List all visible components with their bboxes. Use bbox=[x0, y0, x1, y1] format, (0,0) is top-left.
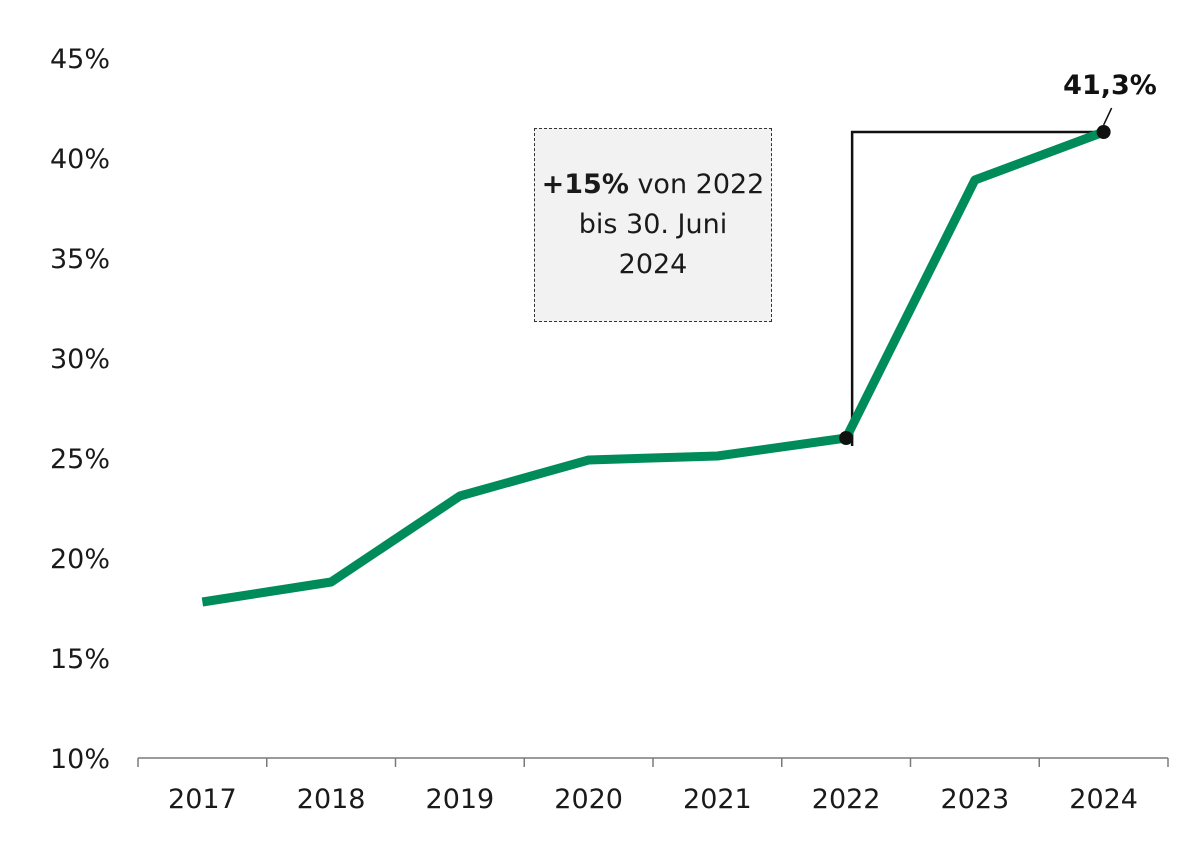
y-tick-label: 40% bbox=[50, 144, 110, 175]
change-bracket bbox=[850, 130, 1104, 446]
y-tick-label: 10% bbox=[50, 744, 110, 775]
x-tick-label: 2020 bbox=[554, 784, 623, 815]
y-tick-label: 20% bbox=[50, 544, 110, 575]
bracket-line bbox=[850, 130, 1104, 446]
y-tick-label: 25% bbox=[50, 444, 110, 475]
y-tick-label: 15% bbox=[50, 644, 110, 675]
annotation-text-line3: 2024 bbox=[618, 249, 688, 280]
x-axis: 2017 2018 2019 2020 2021 2022 2023 2024 bbox=[137, 757, 1169, 815]
series-layer bbox=[201, 127, 1106, 607]
y-tick-label: 30% bbox=[50, 344, 110, 375]
highlight-marker bbox=[1096, 125, 1111, 139]
x-tick-label: 2019 bbox=[426, 784, 495, 815]
y-axis: 10% 15% 20% 25% 30% 35% 40% 45% bbox=[50, 44, 110, 775]
x-tick-label: 2018 bbox=[297, 784, 366, 815]
annotation-text-line1: von 2022 bbox=[628, 169, 765, 200]
markers bbox=[839, 107, 1113, 445]
highlight-marker bbox=[839, 431, 854, 445]
annotation-bold-text: +15% bbox=[541, 169, 629, 200]
annotation-box: +15% von 2022 bis 30. Juni 2024 bbox=[534, 128, 772, 322]
annotation-text-line2: bis 30. Juni bbox=[578, 209, 728, 240]
end-label-leader bbox=[1102, 107, 1113, 126]
x-tick-label: 2023 bbox=[941, 784, 1010, 815]
x-tick-label: 2017 bbox=[168, 784, 237, 815]
y-tick-label: 35% bbox=[50, 244, 110, 275]
x-tick-label: 2022 bbox=[812, 784, 881, 815]
y-tick-label: 45% bbox=[50, 44, 110, 75]
series-line bbox=[201, 127, 1106, 607]
x-tick-label: 2024 bbox=[1069, 784, 1138, 815]
end-value-label: 41,3% bbox=[1063, 70, 1157, 101]
x-tick-label: 2021 bbox=[683, 784, 752, 815]
